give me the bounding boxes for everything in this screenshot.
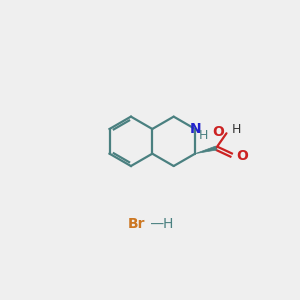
Text: H: H [232,123,241,136]
Text: O: O [212,124,224,139]
Text: H: H [163,217,173,231]
Polygon shape [195,146,217,154]
Text: Br: Br [128,217,145,231]
Text: —: — [146,217,169,231]
Text: H: H [199,129,208,142]
Text: O: O [236,149,248,163]
Text: N: N [189,122,201,136]
